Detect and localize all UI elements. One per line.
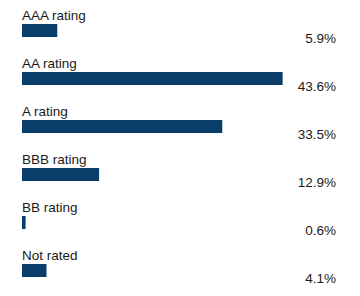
svg-text:4.1%: 4.1% (305, 271, 336, 286)
svg-text:Not rated: Not rated (22, 248, 78, 263)
svg-text:AAA rating: AAA rating (22, 8, 86, 23)
svg-text:5.9%: 5.9% (305, 31, 336, 46)
svg-text:AA rating: AA rating (22, 56, 77, 71)
svg-text:33.5%: 33.5% (298, 127, 336, 142)
svg-text:12.9%: 12.9% (298, 175, 336, 190)
svg-text:43.6%: 43.6% (298, 79, 336, 94)
svg-text:A rating: A rating (22, 104, 68, 119)
svg-text:0.6%: 0.6% (305, 223, 336, 238)
svg-text:BBB rating: BBB rating (22, 152, 87, 167)
svg-text:BB rating: BB rating (22, 200, 78, 215)
